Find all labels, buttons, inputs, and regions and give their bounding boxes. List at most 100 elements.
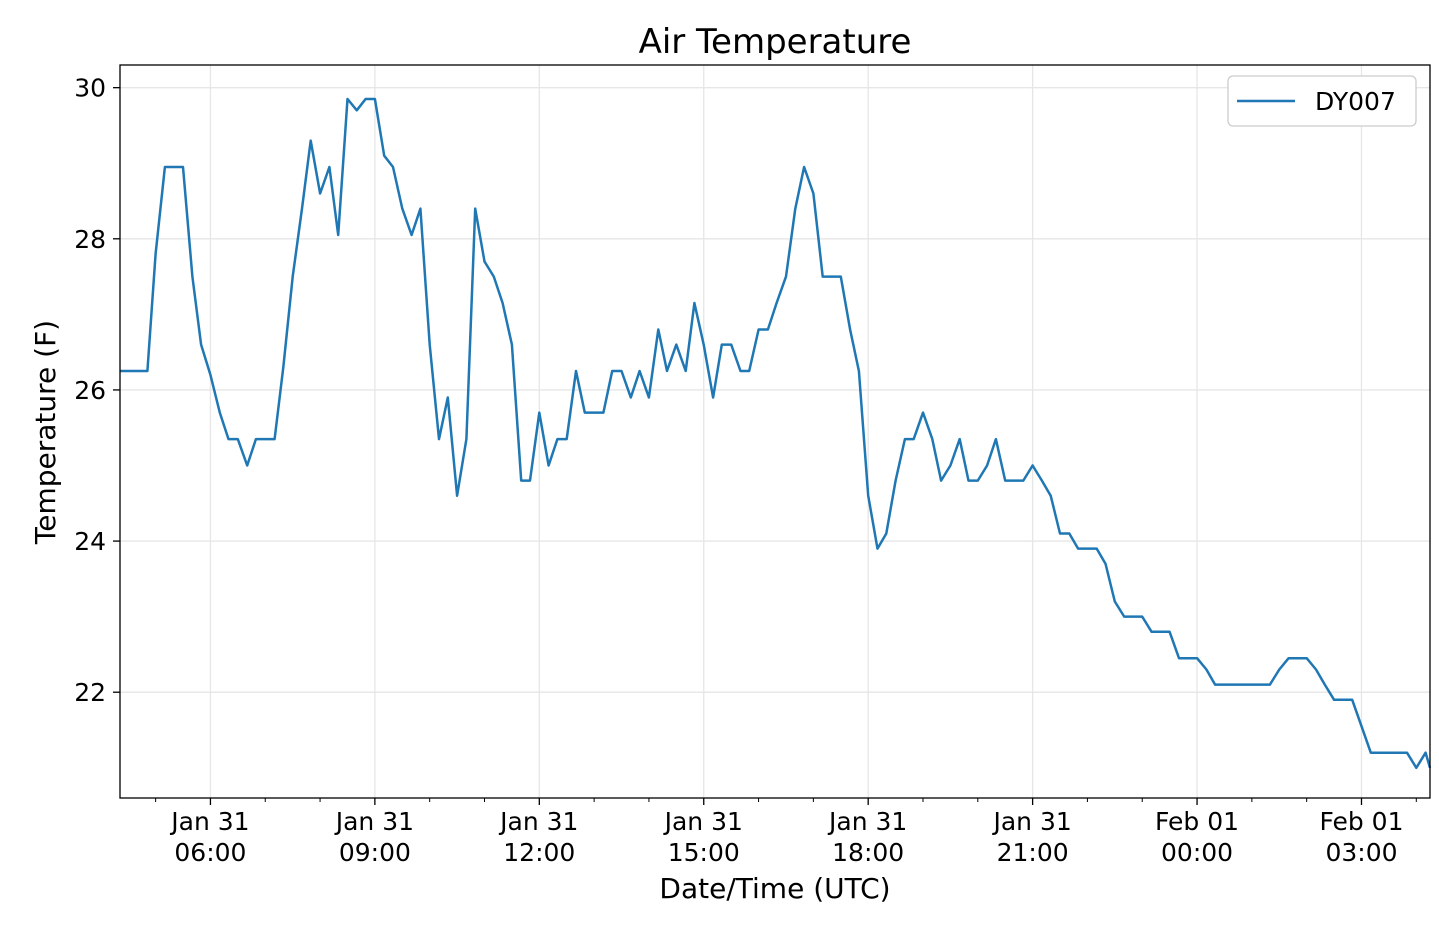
data-point: [1114, 601, 1116, 603]
data-point: [182, 166, 184, 168]
data-point: [1415, 767, 1417, 769]
y-tick-label: 26: [74, 376, 106, 405]
x-tick-label-date: Jan 31: [663, 807, 743, 836]
x-tick-label-time: 09:00: [339, 838, 411, 867]
data-point: [237, 438, 239, 440]
data-point: [465, 438, 467, 440]
data-point: [593, 412, 595, 414]
x-tick-label-date: Jan 31: [169, 807, 249, 836]
data-point: [1132, 616, 1134, 618]
data-point: [191, 276, 193, 278]
data-point: [666, 370, 668, 372]
data-point: [1278, 669, 1280, 671]
data-point: [740, 370, 742, 372]
data-point: [1032, 465, 1034, 467]
data-point: [200, 344, 202, 346]
data-point: [484, 261, 486, 263]
data-point: [365, 98, 367, 100]
data-point: [831, 276, 833, 278]
data-point: [630, 397, 632, 399]
data-point: [401, 208, 403, 210]
data-point: [1242, 684, 1244, 686]
data-point: [1260, 684, 1262, 686]
data-point: [1205, 669, 1207, 671]
data-point: [502, 302, 504, 304]
data-point: [1123, 616, 1125, 618]
data-point: [356, 109, 358, 111]
data-point: [858, 370, 860, 372]
series-layer: [120, 97, 1432, 770]
data-point: [392, 166, 394, 168]
data-point: [748, 370, 750, 372]
data-point: [584, 412, 586, 414]
data-point: [456, 495, 458, 497]
data-point: [648, 397, 650, 399]
data-point: [374, 98, 376, 100]
x-tick-label-time: 15:00: [668, 838, 740, 867]
series-line-dy007: [120, 97, 1432, 770]
data-point: [1096, 548, 1098, 550]
x-tick-label-time: 21:00: [997, 838, 1069, 867]
data-point: [685, 370, 687, 372]
data-point: [940, 480, 942, 482]
data-point: [566, 438, 568, 440]
data-point: [264, 438, 266, 440]
data-point: [1105, 563, 1107, 565]
data-point: [840, 276, 842, 278]
plot-frame: [119, 64, 1431, 799]
data-point: [1086, 548, 1088, 550]
data-point: [438, 438, 440, 440]
data-point: [548, 465, 550, 467]
x-tick-label-time: 03:00: [1325, 838, 1397, 867]
x-tick-label-time: 12:00: [503, 838, 575, 867]
data-point: [538, 412, 540, 414]
data-point: [511, 344, 513, 346]
data-point: [556, 438, 558, 440]
data-point: [1068, 533, 1070, 535]
data-point: [1233, 684, 1235, 686]
data-point: [1351, 699, 1353, 701]
data-point: [209, 374, 211, 376]
data-point: [977, 480, 979, 482]
data-point: [1022, 480, 1024, 482]
y-axis-title: Temperature (F): [29, 320, 62, 545]
data-point: [877, 548, 879, 550]
data-point: [474, 208, 476, 210]
x-tick-label-time: 18:00: [832, 838, 904, 867]
chart-title: Air Temperature: [639, 22, 912, 62]
data-point: [767, 329, 769, 331]
data-point: [639, 370, 641, 372]
data-point: [1361, 725, 1363, 727]
data-point: [675, 344, 677, 346]
data-point: [1324, 684, 1326, 686]
x-tick-label-date: Jan 31: [498, 807, 578, 836]
data-point: [1141, 616, 1143, 618]
data-point: [1196, 657, 1198, 659]
data-point: [274, 438, 276, 440]
data-point: [621, 370, 623, 372]
x-tick-label-date: Feb 01: [1155, 807, 1239, 836]
data-point: [986, 465, 988, 467]
data-point: [849, 329, 851, 331]
y-tick-label: 30: [74, 74, 106, 103]
data-point: [310, 140, 312, 142]
legend-box: [1227, 75, 1417, 127]
data-point: [885, 533, 887, 535]
data-point: [1406, 752, 1408, 754]
data-point: [1004, 480, 1006, 482]
data-point: [822, 276, 824, 278]
data-point: [301, 208, 303, 210]
data-point: [968, 480, 970, 482]
data-point: [164, 166, 166, 168]
data-point: [602, 412, 604, 414]
x-tick-label-time: 00:00: [1161, 838, 1233, 867]
data-point: [520, 480, 522, 482]
data-point: [1370, 752, 1372, 754]
data-point: [1159, 631, 1161, 633]
data-point: [1251, 684, 1253, 686]
data-point: [1187, 657, 1189, 659]
data-point: [904, 438, 906, 440]
